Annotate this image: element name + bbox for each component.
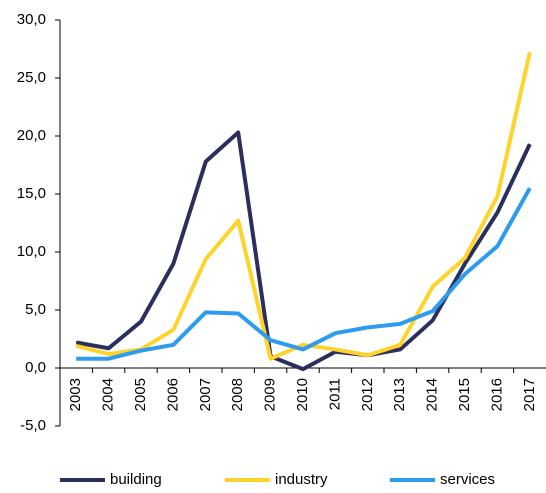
x-tick-label: 2013 xyxy=(391,378,408,411)
y-tick-label: 5,0 xyxy=(25,301,46,318)
legend-label: industry xyxy=(275,471,328,488)
y-tick-label: -5,0 xyxy=(20,417,46,434)
x-tick-label: 2011 xyxy=(326,378,343,410)
legend-label: building xyxy=(110,471,162,488)
x-tick-label: 2015 xyxy=(456,378,473,411)
y-tick-label: 30,0 xyxy=(17,11,46,28)
x-tick-label: 2012 xyxy=(359,378,376,411)
x-tick-label: 2010 xyxy=(294,378,311,411)
x-tick-label: 2014 xyxy=(424,378,441,411)
x-tick-label: 2007 xyxy=(197,378,214,411)
x-tick-label: 2017 xyxy=(521,378,538,411)
x-tick-label: 2016 xyxy=(488,378,505,411)
y-tick-label: 20,0 xyxy=(17,127,46,144)
x-tick-label: 2004 xyxy=(100,378,117,411)
y-tick-label: 15,0 xyxy=(17,185,46,202)
x-tick-label: 2009 xyxy=(262,378,279,411)
x-tick-label: 2003 xyxy=(67,378,84,411)
x-tick-label: 2005 xyxy=(132,378,149,411)
y-tick-label: 25,0 xyxy=(17,69,46,86)
x-tick-label: 2006 xyxy=(164,378,181,411)
series-line xyxy=(75,130,532,372)
series-line xyxy=(75,52,532,361)
y-tick-label: 10,0 xyxy=(17,243,46,260)
x-tick-label: 2008 xyxy=(229,378,246,411)
y-tick-label: 0,0 xyxy=(25,359,46,376)
legend-label: services xyxy=(440,471,495,488)
series-line xyxy=(76,187,532,361)
